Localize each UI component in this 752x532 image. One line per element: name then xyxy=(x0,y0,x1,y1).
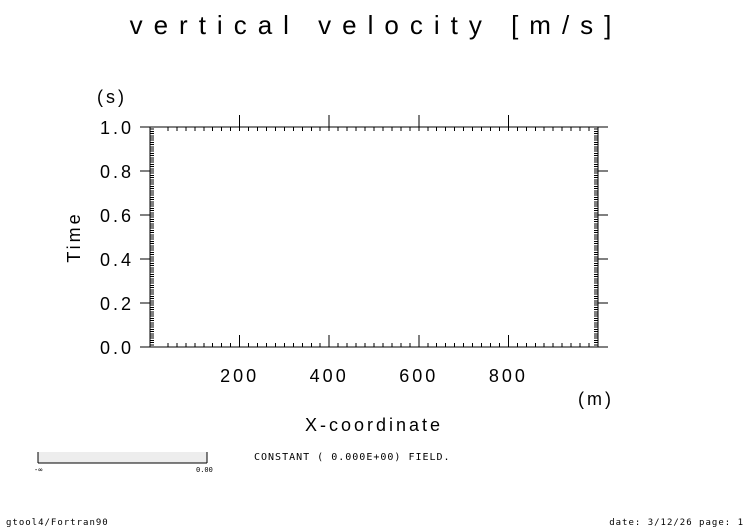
y-axis-label: Time xyxy=(64,211,84,262)
x-tick-label: 400 xyxy=(310,366,349,386)
x-tick-label: 800 xyxy=(489,366,528,386)
footer-software-label: gtool4/Fortran90 xyxy=(6,518,109,528)
y-tick-label: 0.6 xyxy=(100,206,134,226)
y-tick-label: 1.0 xyxy=(100,118,134,138)
y-tick-label: 0.2 xyxy=(100,294,134,314)
colorbar xyxy=(38,452,207,463)
colorbar-max-label: 0.00 xyxy=(196,466,213,474)
constant-field-annotation: CONSTANT ( 0.000E+00) FIELD. xyxy=(254,452,451,463)
y-tick-label: 0.8 xyxy=(100,162,134,182)
footer-date-page: date: 3/12/26 page: 1 xyxy=(609,518,744,528)
y-tick-label: 0.0 xyxy=(100,338,134,358)
chart-title: vertical velocity [m/s] xyxy=(129,10,623,40)
plot-frame xyxy=(149,126,599,348)
y-axis-unit: (s) xyxy=(97,87,127,107)
y-tick-label: 0.4 xyxy=(100,250,134,270)
x-axis-unit: (m) xyxy=(578,389,614,409)
x-axis-label: X-coordinate xyxy=(305,415,443,435)
x-tick-label: 600 xyxy=(399,366,438,386)
colorbar-min-label: -∞ xyxy=(34,466,43,474)
x-tick-label: 200 xyxy=(220,366,259,386)
